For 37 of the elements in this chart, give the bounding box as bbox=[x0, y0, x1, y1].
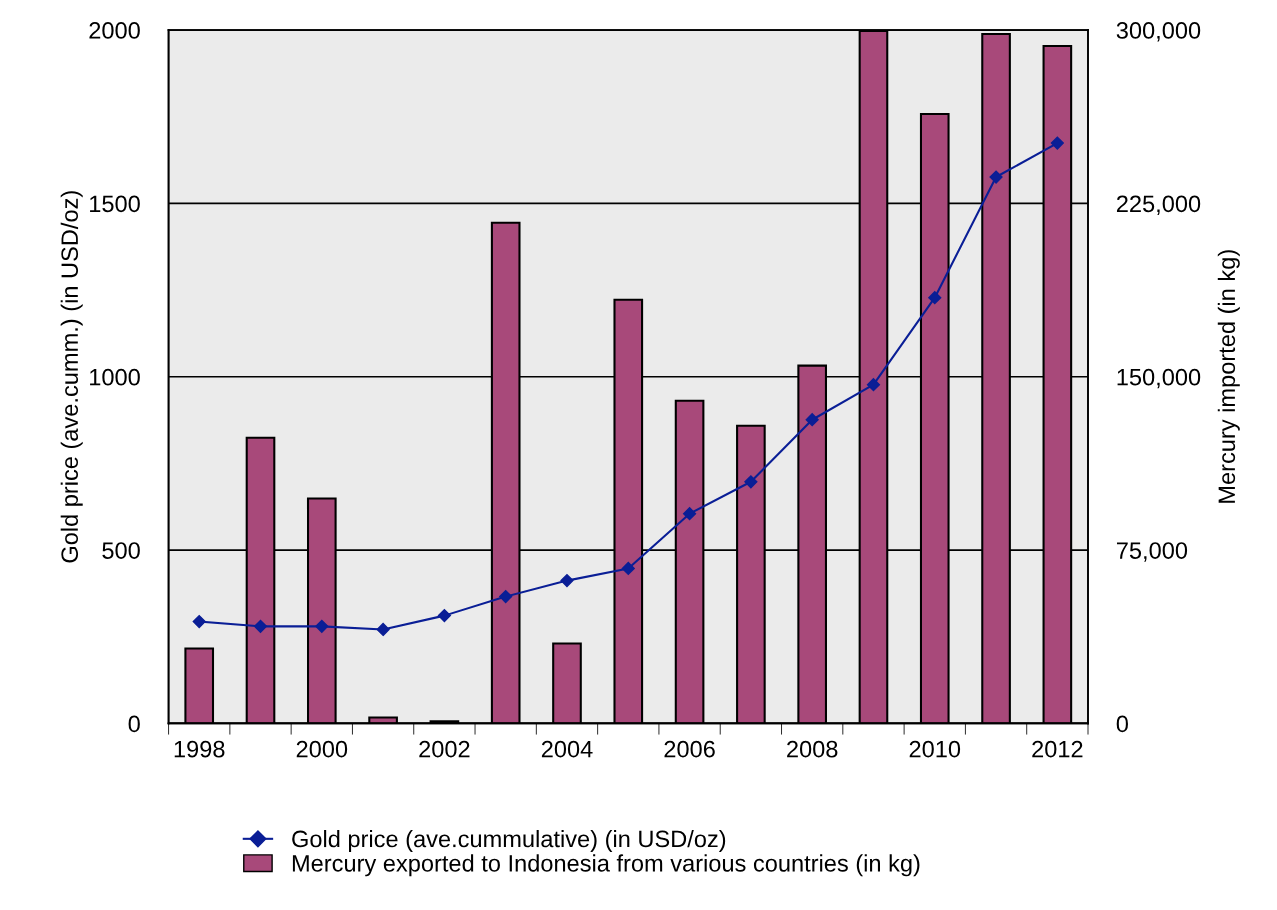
point bbox=[866, 378, 881, 392]
y-tick-label: 0 bbox=[128, 715, 140, 733]
y-tick-label: 1000 bbox=[90, 368, 140, 386]
point bbox=[989, 170, 1003, 184]
point bbox=[253, 619, 268, 633]
x-tick-label: 2008 bbox=[787, 740, 838, 758]
y-tick-label: 1500 bbox=[90, 195, 140, 213]
x-tick-label: 1998 bbox=[174, 740, 225, 758]
y2-tick-label: 0 bbox=[1116, 715, 1128, 733]
point bbox=[621, 561, 635, 576]
x-tick-label: 2004 bbox=[541, 740, 593, 758]
x-tick-label: 2010 bbox=[909, 740, 961, 758]
y2-tick-label: 75,000 bbox=[1116, 542, 1188, 562]
point bbox=[376, 622, 390, 637]
point bbox=[499, 589, 513, 604]
point bbox=[805, 413, 819, 427]
x-tick-label: 2006 bbox=[664, 740, 715, 758]
x-tick-label: 2012 bbox=[1032, 740, 1083, 758]
y-tick-label: 500 bbox=[102, 542, 140, 559]
y2-axis-title: Mercury imported (in kg) bbox=[1217, 250, 1240, 503]
y2-tick-label: 225,000 bbox=[1116, 195, 1201, 215]
point bbox=[560, 574, 574, 588]
x-tick-label: 2000 bbox=[296, 740, 348, 758]
point bbox=[192, 614, 206, 629]
point bbox=[682, 507, 697, 521]
point bbox=[1050, 136, 1064, 150]
point bbox=[437, 609, 451, 623]
point bbox=[315, 619, 329, 633]
legend-label: Mercury exported to Indonesia from various countries (in kg) bbox=[292, 854, 920, 877]
legend-label: Gold price (ave.cummulative) (in USD/oz) bbox=[292, 829, 726, 852]
y-axis-title: Gold price (ave.cumm.) (in USD/oz) bbox=[60, 191, 83, 563]
x-tick-label: 2002 bbox=[419, 740, 470, 758]
point bbox=[928, 291, 942, 305]
y-tick-label: 2000 bbox=[89, 22, 140, 39]
y2-tick-label: 300,000 bbox=[1116, 22, 1201, 42]
point bbox=[744, 475, 758, 489]
y2-tick-label: 150,000 bbox=[1117, 368, 1201, 389]
